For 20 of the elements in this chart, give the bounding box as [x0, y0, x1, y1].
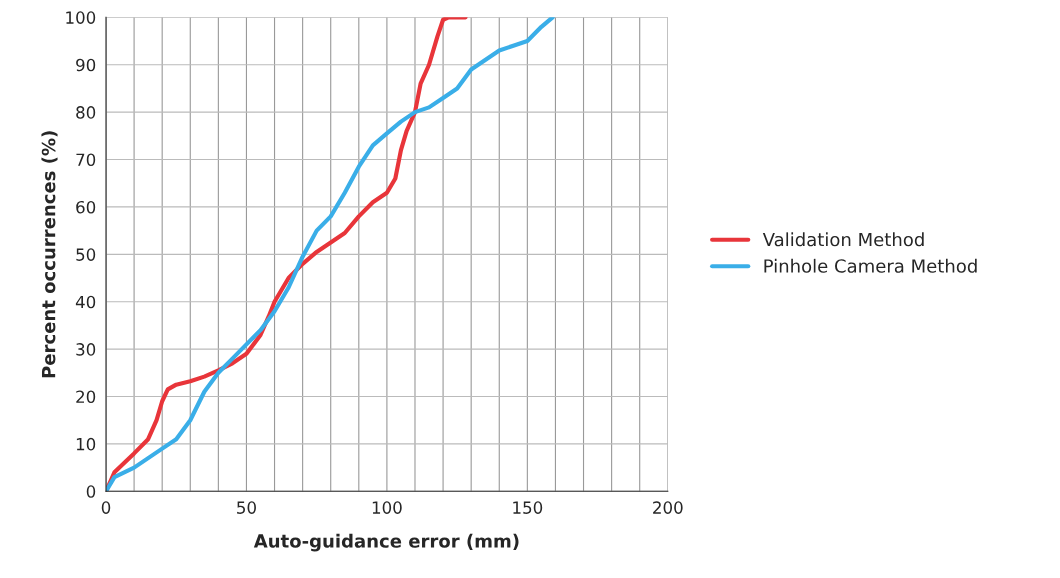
x-tick-label: 150 — [513, 501, 543, 514]
y-axis-title: Percent occurrences (%) — [41, 131, 58, 378]
y-tick-label: 70 — [76, 153, 96, 167]
x-tick-label: 50 — [237, 501, 256, 514]
y-tick-label: 90 — [76, 58, 96, 72]
legend-label: Validation Method — [762, 232, 924, 247]
legend-label: Pinhole Camera Method — [764, 258, 977, 273]
x-tick-label: 200 — [653, 501, 683, 514]
y-tick-label: 50 — [76, 248, 96, 261]
y-tick-label: 30 — [76, 343, 96, 356]
x-axis-title: Auto-guidance error (mm) — [253, 533, 519, 552]
y-tick-label: 80 — [76, 106, 96, 119]
x-tick-label: 0 — [101, 501, 111, 514]
y-tick-label: 20 — [76, 390, 96, 404]
y-tick-label: 100 — [66, 11, 96, 24]
y-tick-label: 60 — [76, 200, 96, 214]
y-tick-label: 40 — [75, 295, 96, 309]
y-tick-label: 10 — [76, 437, 96, 451]
y-tick-label: 0 — [86, 485, 96, 498]
x-tick-label: 100 — [372, 501, 402, 514]
